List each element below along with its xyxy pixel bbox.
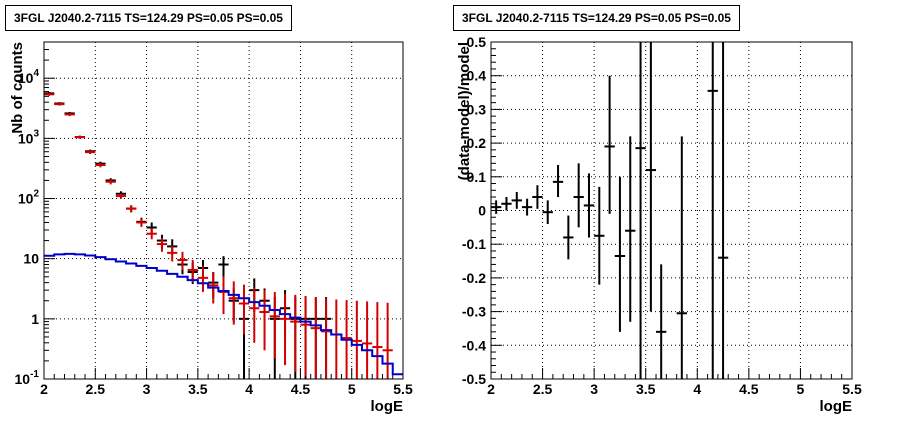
x-tick-label: 3 (590, 381, 598, 397)
y-axis-title: (data-model)/model (456, 42, 473, 180)
y-tick-label: 0.4 (467, 68, 487, 84)
plot-title: 3FGL J2040.2-7115 TS=124.29 PS=0.05 PS=0… (453, 5, 740, 31)
y-tick-label: 0.5 (467, 34, 487, 50)
x-axis-title: logE (820, 398, 853, 415)
residuals-plot: 2 2.5 3 3.5 4 4.5 5 5.5 -0.5 -0.4 -0.3 -0.2 -0.1 0 0.1… (456, 34, 862, 415)
y-tick-label: 1 (31, 311, 39, 327)
y-tick-label: 0.3 (467, 101, 487, 117)
y-tick-label: 104 (18, 68, 40, 86)
y-tick-label: -0.5 (462, 371, 486, 387)
x-tick-label: 2.5 (533, 381, 553, 397)
y-axis-title: Nb of counts (9, 42, 26, 134)
x-tick-label: 4.5 (291, 381, 311, 397)
x-tick-label: 5.5 (842, 381, 862, 397)
counts-plot: 2 2.5 3 3.5 4 4.5 5 5.5 10-1 1 10 102 103 104 logE Nb o… (9, 41, 413, 415)
y-tick-label: 10-1 (15, 369, 40, 387)
x-tick-label: 5 (797, 381, 805, 397)
y-tick-label: 0.1 (467, 169, 487, 185)
y-tick-label: 103 (18, 128, 40, 146)
x-tick-label: 3.5 (636, 381, 656, 397)
x-tick-label: 4 (245, 381, 253, 397)
plot-title: 3FGL J2040.2-7115 TS=124.29 PS=0.05 PS=0… (5, 5, 292, 31)
x-tick-label: 2.5 (86, 381, 106, 397)
y-tick-label: 0.2 (467, 135, 487, 151)
y-tick-label: -0.3 (462, 304, 486, 320)
x-tick-label: 5.5 (393, 381, 413, 397)
x-tick-label: 4 (693, 381, 701, 397)
counts-spectrum-panel: 3FGL J2040.2-7115 TS=124.29 PS=0.05 PS=0… (5, 5, 413, 415)
y-tick-label: -0.4 (462, 337, 486, 353)
plot-area (44, 92, 403, 379)
x-tick-label: 3.5 (188, 381, 208, 397)
y-tick-label: -0.2 (462, 270, 486, 286)
x-tick-label: 5 (348, 381, 356, 397)
plot-area (491, 42, 729, 379)
model-step-line (44, 252, 403, 376)
x-tick-label: 2 (40, 381, 48, 397)
y-tick-label: 10 (23, 251, 39, 267)
x-tick-label: 4.5 (739, 381, 759, 397)
plot-frame (43, 41, 404, 380)
x-tick-label: 2 (487, 381, 495, 397)
y-tick-label: 102 (18, 189, 40, 207)
x-axis-title: logE (371, 398, 404, 415)
y-tick-label: 0 (478, 203, 486, 219)
plot-frame (490, 41, 853, 380)
residuals-panel: 3FGL J2040.2-7115 TS=124.29 PS=0.05 PS=0… (449, 0, 898, 421)
x-tick-label: 3 (143, 381, 151, 397)
y-tick-label: -0.1 (462, 236, 486, 252)
